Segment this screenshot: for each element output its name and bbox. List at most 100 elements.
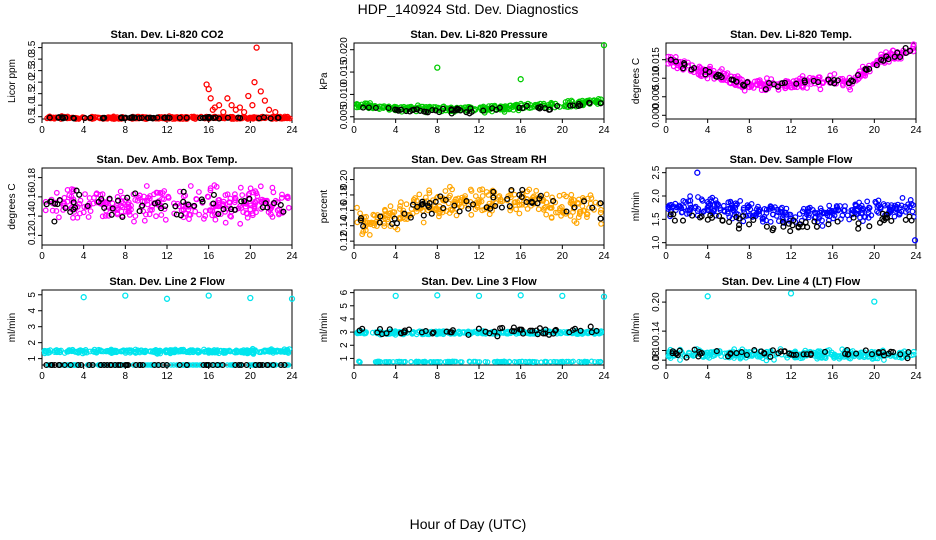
data-point <box>697 64 704 71</box>
data-point <box>756 211 762 218</box>
data-point <box>796 211 803 218</box>
data-point <box>490 196 497 203</box>
data-point <box>568 197 575 204</box>
x-tick-label: 16 <box>827 251 839 262</box>
data-point-mean <box>517 326 524 333</box>
data-point <box>194 362 200 368</box>
data-point-mean <box>883 211 890 218</box>
data-point-outlier <box>236 104 244 111</box>
data-point-mean <box>99 115 106 122</box>
data-point-outlier <box>224 95 231 102</box>
data-point-mean <box>763 223 770 230</box>
data-point-mean <box>463 198 470 205</box>
data-point <box>506 102 513 109</box>
data-point <box>910 41 917 48</box>
data-point <box>479 193 486 199</box>
x-tick-label: 12 <box>161 371 173 382</box>
data-point <box>687 193 693 200</box>
data-point <box>779 209 785 215</box>
data-point <box>776 218 782 225</box>
x-tick-label: 0 <box>663 371 669 382</box>
data-point <box>864 198 871 205</box>
data-point <box>543 211 550 218</box>
data-point-mean <box>905 349 912 356</box>
data-point <box>90 200 97 207</box>
data-point-mean <box>158 205 165 212</box>
data-point-mean <box>429 107 436 114</box>
data-point <box>252 198 259 205</box>
panel-title: Stan. Dev. Sample Flow <box>730 154 853 166</box>
data-point <box>592 359 598 365</box>
data-point <box>739 346 746 353</box>
data-point <box>677 357 683 363</box>
y-tick-label: 1.0 <box>651 235 662 249</box>
data-point-mean <box>180 188 187 195</box>
data-point <box>267 348 273 354</box>
y-axis-label: ml/min <box>7 313 18 342</box>
data-point <box>195 189 202 195</box>
data-point <box>708 198 715 205</box>
data-point <box>483 330 490 337</box>
data-point-mean <box>831 76 838 84</box>
data-point <box>254 193 261 200</box>
data-point <box>426 190 433 196</box>
data-point <box>828 207 835 214</box>
data-point <box>453 212 460 219</box>
data-point <box>281 349 288 356</box>
data-point-mean <box>451 202 458 209</box>
data-point <box>665 353 672 360</box>
data-point <box>285 195 291 202</box>
x-tick-label: 0 <box>39 125 45 136</box>
data-point-mean <box>831 80 838 87</box>
data-point <box>806 74 813 81</box>
data-point-mean <box>597 100 604 107</box>
data-point-mean <box>475 325 482 332</box>
data-point <box>249 212 256 219</box>
data-point <box>180 362 187 368</box>
data-point-mean <box>800 351 807 358</box>
data-point <box>852 201 859 208</box>
data-point-mean <box>118 115 125 122</box>
data-point <box>891 213 898 220</box>
data-point <box>433 207 440 214</box>
data-point-mean <box>788 351 795 358</box>
data-point-mean <box>735 225 742 232</box>
data-point <box>91 346 98 353</box>
x-tick-label: 16 <box>515 125 527 136</box>
data-point <box>763 217 769 224</box>
data-point <box>774 206 781 213</box>
x-tick-label: 24 <box>598 251 610 262</box>
data-point-mean <box>691 346 698 353</box>
data-point <box>568 191 575 198</box>
data-point-mean <box>586 100 593 107</box>
data-point <box>704 204 711 211</box>
data-point <box>468 211 475 218</box>
x-tick-label: 12 <box>473 371 485 382</box>
data-point-mean <box>420 212 427 219</box>
data-point-mean <box>667 211 674 218</box>
data-point-mean <box>67 361 74 369</box>
data-point <box>575 214 582 221</box>
data-point <box>56 214 62 221</box>
data-point <box>57 349 63 356</box>
data-point-mean <box>821 348 829 355</box>
data-point <box>711 206 717 213</box>
data-point <box>513 206 519 213</box>
data-point <box>775 86 782 93</box>
data-point <box>598 220 604 227</box>
data-point-mean <box>232 361 239 369</box>
y-tick-label: 0.12 <box>339 231 350 251</box>
data-point <box>866 68 873 75</box>
data-point-mean <box>569 102 577 109</box>
data-point <box>278 209 284 216</box>
data-point <box>591 97 598 104</box>
data-point-mean <box>270 361 277 369</box>
data-point-mean <box>177 212 184 219</box>
data-point <box>753 81 760 88</box>
data-point-mean <box>117 361 124 369</box>
data-point <box>767 218 774 225</box>
data-point-mean <box>172 203 179 210</box>
data-point-mean <box>569 326 576 334</box>
data-point-mean <box>49 361 56 369</box>
data-point-mean <box>497 325 504 332</box>
